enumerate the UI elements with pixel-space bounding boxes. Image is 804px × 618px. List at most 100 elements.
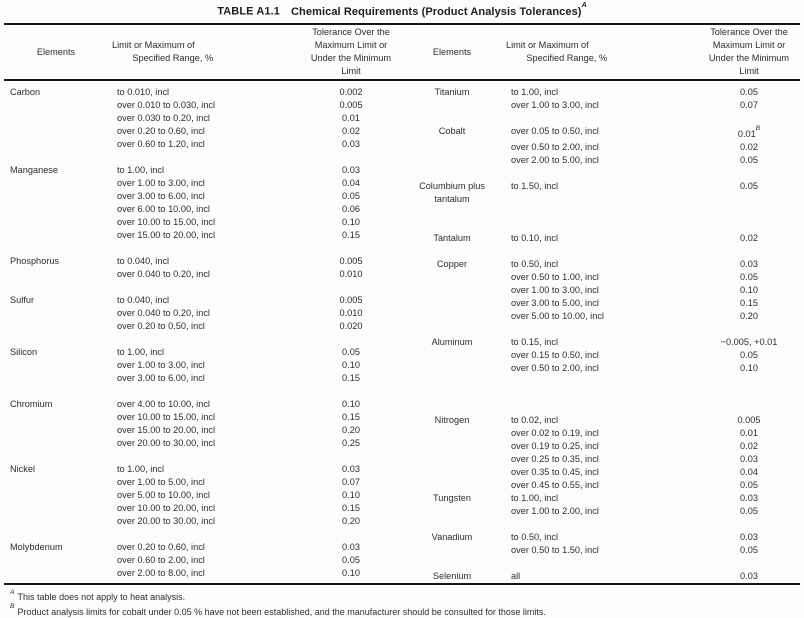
range-cell: over 0.05 to 0.50, incl — [511, 125, 599, 136]
element-name: Cobalt — [438, 125, 466, 136]
range-cell: to 1.00, incl — [117, 164, 164, 175]
tolerance-cell: −0.005, +0.01 — [698, 336, 800, 349]
title-footnote-ref: A — [581, 2, 587, 9]
range-cell: over 0.50 to 2.00, incl — [511, 362, 599, 373]
tolerance-cell: 0.15 — [300, 502, 402, 515]
table-title: TABLE A1.1 Chemical Requirements (Product… — [4, 2, 800, 23]
table-left-half: Carbon to 0.010, incl 0.002 over 0.010 to 0… — [4, 86, 402, 583]
tolerance-value: 0.10 — [342, 359, 360, 370]
tolerance-value: 0.005 — [339, 255, 363, 266]
tolerance-cell: 0.005 — [300, 255, 402, 268]
header-elements-right: Elements — [432, 46, 472, 57]
tolerance-value: 0.15 — [342, 502, 360, 513]
tolerance-cell: 0.01 — [698, 427, 800, 440]
tolerance-cell: 0.02 — [698, 141, 800, 154]
element-name: Aluminum — [431, 336, 473, 347]
tolerance-value: 0.10 — [342, 398, 360, 409]
tolerance-cell: 0.10 — [698, 284, 800, 297]
table-number: TABLE A1.1 — [217, 5, 280, 18]
range-cell: to 0.50, incl — [511, 531, 558, 542]
top-rule — [4, 22, 800, 26]
range-cell: over 0.25 to 0.35, incl — [511, 453, 599, 464]
tolerance-value: 0.03 — [740, 453, 758, 464]
element-group: Vanadium to 0.50, incl 0.03 over 0.50 to 1.… — [402, 531, 800, 557]
element-name: Vanadium — [431, 531, 473, 542]
tolerance-cell: 0.03 — [300, 541, 402, 554]
tolerance-cell: 0.03 — [698, 570, 800, 583]
table-right-half: Titanium to 1.00, incl 0.05 over 1.00 to 3.… — [402, 86, 800, 583]
tolerance-cell: 0.03 — [698, 531, 800, 544]
tolerance-value: 0.07 — [342, 476, 360, 487]
tolerance-value: 0.10 — [342, 567, 360, 578]
range-cell: over 0.60 to 1.20, incl — [117, 138, 205, 149]
range-cell: over 1.00 to 2.00, incl — [511, 505, 599, 516]
footnote-b-ref: B — [10, 603, 15, 611]
tolerance-cell: 0.03 — [698, 453, 800, 466]
tolerance-cell: 0.05 — [698, 154, 800, 167]
range-cell: all — [511, 570, 521, 581]
tolerance-cell: 0.03 — [300, 164, 402, 177]
tolerance-cell: 0.20 — [300, 515, 402, 528]
tolerance-value: 0.01 — [342, 112, 360, 123]
range-cell: over 20.00 to 30.00, incl — [117, 437, 216, 448]
element-group: Columbium plus tantalum to 1.50, incl 0.05 — [402, 180, 800, 206]
tolerance-cell: 0.07 — [698, 99, 800, 112]
tolerance-value: 0.15 — [740, 297, 758, 308]
range-cell: to 0.010, incl — [117, 86, 170, 97]
element-group: Selenium all 0.03 — [402, 570, 800, 583]
range-cell: over 1.00 to 3.00, incl — [117, 177, 205, 188]
range-cell: to 1.00, incl — [511, 492, 558, 503]
element-group: Carbon to 0.010, incl 0.002 over 0.010 to 0… — [4, 86, 402, 151]
range-cell: over 5.00 to 10.00, incl — [117, 489, 210, 500]
tolerance-cell: 0.05 — [698, 180, 800, 206]
tolerance-cell: 0.03 — [300, 138, 402, 151]
element-group: Cobalt over 0.05 to 0.50, incl 0.01B over 0… — [402, 125, 800, 167]
header-rule — [4, 79, 800, 81]
tolerance-value: 0.02 — [740, 141, 758, 152]
tolerance-cell: 0.005 — [698, 414, 800, 427]
tolerance-cell: 0.03 — [300, 463, 402, 476]
element-group: Tungsten to 1.00, incl 0.03 over 1.00 to 2.… — [402, 492, 800, 518]
range-cell: over 1.00 to 3.00, incl — [511, 284, 599, 295]
range-cell: over 10.00 to 15.00, incl — [117, 216, 216, 227]
element-name: Copper — [436, 258, 468, 269]
range-cell: over 0.030 to 0.20, incl — [117, 112, 210, 123]
tolerance-value: 0.07 — [740, 99, 758, 110]
element-group: Silicon to 1.00, incl 0.05 over 1.00 to 3.0… — [4, 346, 402, 385]
range-cell: over 1.00 to 5.00, incl — [117, 476, 205, 487]
tolerance-cell: 0.005 — [300, 99, 402, 112]
element-name: Nitrogen — [434, 414, 470, 425]
range-cell: over 0.040 to 0.20, incl — [117, 307, 210, 318]
tolerance-value: 0.03 — [740, 570, 758, 581]
range-cell: to 0.15, incl — [511, 336, 558, 347]
tolerance-value: 0.05 — [740, 505, 758, 516]
range-cell: over 20.00 to 30.00, incl — [117, 515, 216, 526]
tolerance-cell: 0.04 — [300, 177, 402, 190]
tolerance-value: 0.03 — [740, 258, 758, 269]
tolerance-value: 0.04 — [740, 466, 758, 477]
range-cell: over 5.00 to 10.00, incl — [511, 310, 604, 321]
element-group: Copper to 0.50, incl 0.03 over 0.50 to 1.00… — [402, 258, 800, 323]
element-name: Carbon — [10, 86, 41, 97]
tolerance-cell: 0.05 — [698, 505, 800, 518]
tolerance-value: 0.010 — [339, 307, 363, 318]
tolerance-value: 0.10 — [740, 362, 758, 373]
element-name: Silicon — [10, 346, 38, 357]
tolerance-cell: 0.25 — [300, 437, 402, 450]
tolerance-cell: 0.05 — [698, 479, 800, 492]
tolerance-value: 0.04 — [342, 177, 360, 188]
element-name: Tantalum — [433, 232, 471, 243]
range-cell: over 0.20 to 0.50, incl — [117, 320, 205, 331]
element-name: Sulfur — [10, 294, 35, 305]
range-cell: over 0.02 to 0.19, incl — [511, 427, 599, 438]
range-cell: to 1.00, incl — [117, 346, 164, 357]
element-name: Nickel — [10, 463, 36, 474]
tolerance-cell: 0.02 — [300, 125, 402, 138]
range-cell: over 0.45 to 0.55, incl — [511, 479, 599, 490]
tolerance-cell: 0.10 — [300, 398, 402, 411]
tolerance-cell: 0.010 — [300, 268, 402, 281]
range-cell: over 6.00 to 10.00, incl — [117, 203, 210, 214]
range-cell: over 4.00 to 10.00, incl — [117, 398, 210, 409]
tolerance-value: 0.05 — [342, 554, 360, 565]
tolerance-cell: 0.005 — [300, 294, 402, 307]
